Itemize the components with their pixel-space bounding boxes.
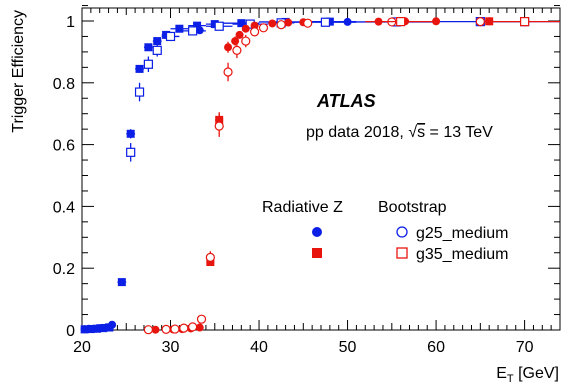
y-tick-label: 1 (66, 14, 75, 31)
legend-header-bootstrap: Bootstrap (378, 199, 447, 216)
data-point (175, 24, 184, 33)
experiment-label: ATLAS (316, 91, 376, 111)
x-tick-label: 40 (250, 339, 268, 356)
data-point (232, 45, 242, 55)
data-point (134, 87, 145, 97)
data-point (396, 17, 406, 27)
dataset-label: pp data 2018, √s = 13 TeV (306, 124, 493, 141)
legend-header-radiative-z: Radiative Z (262, 199, 343, 216)
data-point (151, 325, 160, 334)
data-point (188, 322, 198, 332)
data-point (80, 325, 89, 334)
data-point (258, 23, 269, 33)
data-point (93, 324, 102, 333)
y-tick-label: 0.8 (53, 76, 75, 93)
y-tick-label: 0.4 (53, 199, 75, 216)
data-point (276, 20, 286, 30)
data-point (195, 323, 204, 332)
data-point (224, 43, 233, 52)
data-point (250, 27, 260, 37)
data-point (179, 323, 189, 333)
data-point (165, 31, 176, 42)
data-point (193, 21, 202, 30)
x-axis-label-subscript: T (507, 373, 514, 383)
legend-marker-g35-radiative (312, 248, 322, 258)
y-tick-label: 0.2 (53, 261, 75, 278)
data-point (170, 324, 180, 334)
data-point (143, 325, 153, 335)
x-tick-label: 70 (516, 339, 534, 356)
data-point (99, 324, 108, 333)
x-axis-label-main: E (496, 365, 507, 382)
data-point (214, 21, 224, 31)
data-point (126, 129, 135, 138)
x-axis-label-unit: [GeV] (514, 365, 559, 382)
data-point (237, 19, 246, 28)
data-point (268, 19, 277, 28)
data-point (284, 18, 293, 27)
legend-marker-g25-radiative (312, 227, 322, 237)
data-point (241, 24, 250, 33)
data-point (235, 30, 244, 39)
data-point (86, 325, 95, 334)
y-tick-label: 0 (66, 323, 75, 340)
series-g35-medium-bootstrap-squares- (365, 17, 560, 27)
data-point (135, 64, 144, 73)
data-point (188, 26, 198, 36)
legend-label-g25: g25_medium (416, 225, 509, 242)
x-tick-label: 50 (339, 339, 357, 356)
data-point (144, 43, 153, 52)
y-tick-label: 0.6 (53, 138, 75, 155)
data-point (117, 278, 126, 287)
x-tick-label: 30 (162, 339, 180, 356)
data-point (320, 17, 331, 27)
data-point (196, 314, 207, 324)
data-point (475, 17, 485, 27)
data-point (241, 36, 251, 46)
x-axis-label: ET [GeV] (496, 365, 559, 383)
data-point (205, 252, 215, 262)
data-point (153, 37, 162, 46)
data-point (519, 17, 530, 27)
dataset-label-prefix: pp data 2018, (306, 124, 408, 141)
data-layer (80, 17, 560, 335)
data-point (105, 323, 114, 332)
data-point (143, 59, 153, 69)
legend: Radiative Z Bootstrap g25_medium g35_med… (262, 199, 509, 263)
y-axis-label: Trigger Efficiency (10, 10, 27, 133)
energy-label: = 13 TeV (425, 124, 493, 141)
x-tick-label: 60 (427, 339, 445, 356)
data-point (126, 147, 136, 157)
legend-marker-g25-bootstrap (396, 226, 408, 238)
data-point (250, 21, 259, 30)
x-tick-label: 20 (73, 339, 91, 356)
sqrt-symbol: √ (408, 124, 417, 141)
axis-ticks: 20 30 40 50 60 70 0 0.2 0.4 0.6 0.8 1 (53, 5, 561, 356)
data-point (161, 324, 171, 334)
data-point (223, 67, 233, 77)
sqrt-argument: s (417, 124, 425, 141)
data-point (214, 121, 224, 131)
data-point (303, 18, 313, 28)
legend-marker-g35-bootstrap (396, 247, 408, 259)
data-point (152, 45, 162, 55)
legend-label-g35: g35_medium (416, 246, 509, 263)
